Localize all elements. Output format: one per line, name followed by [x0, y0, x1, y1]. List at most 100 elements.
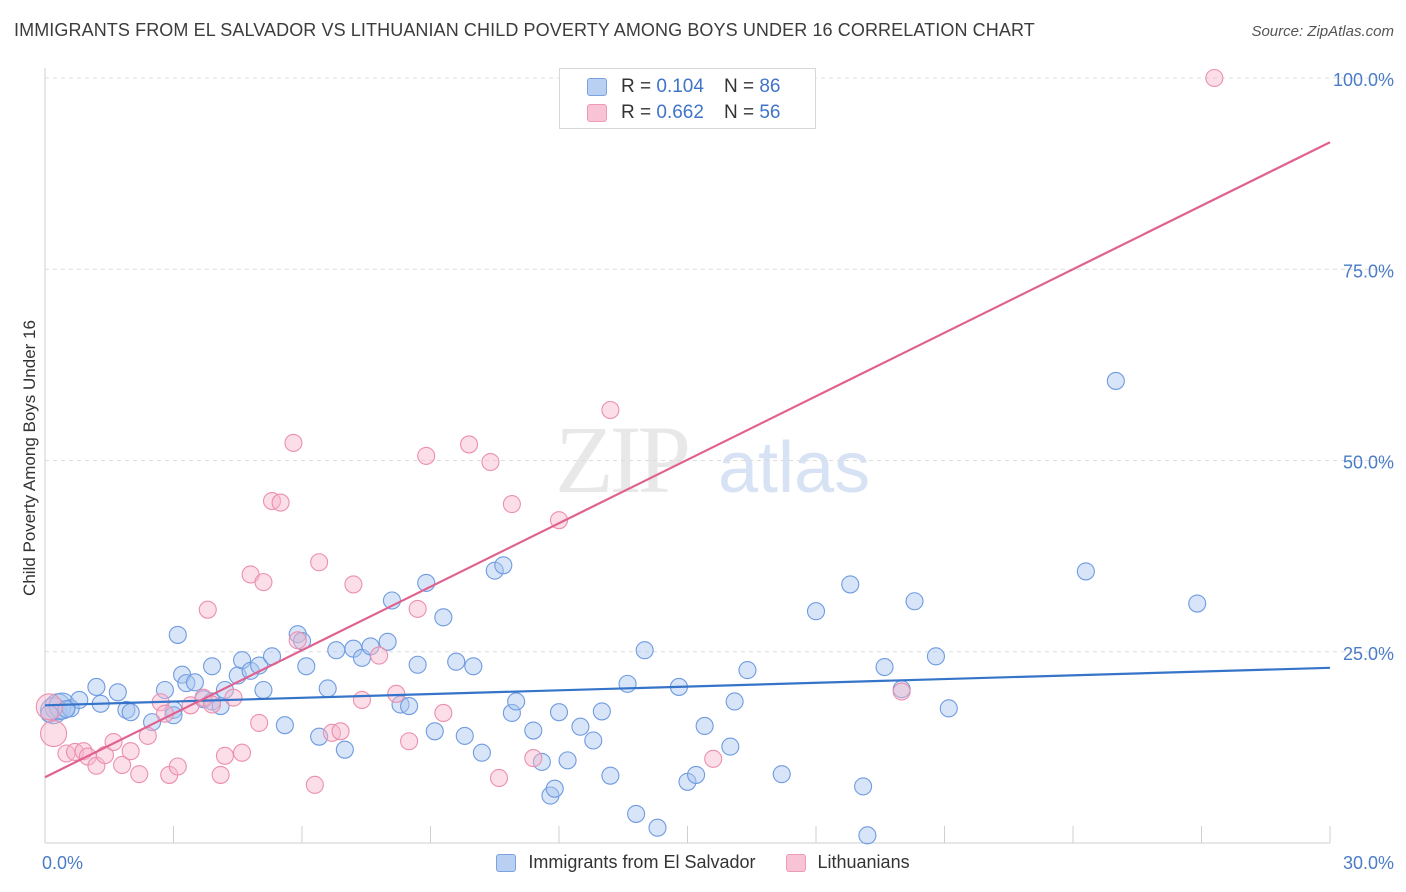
data-point	[335, 740, 354, 759]
legend-item-lithuanians: Lithuanians	[785, 852, 910, 873]
r-label: R =	[621, 102, 652, 123]
data-point	[434, 608, 453, 627]
data-point	[352, 690, 372, 709]
data-point	[558, 751, 577, 770]
data-point	[532, 752, 551, 771]
axes	[44, 68, 1331, 844]
data-point	[524, 749, 543, 768]
data-point	[1188, 594, 1207, 613]
data-point	[310, 553, 329, 572]
data-point	[627, 804, 646, 823]
data-point	[168, 757, 187, 776]
data-point	[104, 732, 123, 752]
trend-line	[44, 666, 1331, 707]
tick-labels: 25.0% 50.0% 75.0% 100.0% 0.0% 30.0%	[42, 70, 1394, 873]
data-point	[695, 716, 714, 736]
data-point	[472, 743, 491, 762]
data-point	[271, 493, 290, 512]
data-point	[584, 731, 603, 750]
data-point	[1076, 562, 1095, 581]
data-point	[601, 766, 620, 785]
data-point	[725, 692, 744, 711]
data-point	[232, 743, 252, 762]
data-point	[275, 716, 294, 735]
data-point	[400, 697, 419, 716]
data-point	[215, 746, 234, 765]
data-point	[485, 561, 504, 580]
r-label: R =	[621, 76, 652, 97]
data-point	[507, 692, 526, 711]
data-point	[130, 765, 149, 784]
legend-row-lithuanians: R = 0.662 N = 56	[560, 100, 780, 126]
data-point	[254, 680, 273, 700]
n-label: N =	[723, 102, 755, 123]
data-point	[926, 647, 945, 666]
y-tick-label: 75.0%	[1343, 261, 1394, 281]
legend-item-el-salvador: Immigrants from El Salvador	[496, 852, 756, 873]
y-tick-label: 50.0%	[1343, 453, 1394, 473]
x-tick-label: 0.0%	[42, 853, 83, 873]
data-point	[408, 655, 427, 674]
data-point	[687, 765, 706, 784]
data-point	[425, 722, 444, 741]
data-point	[892, 682, 911, 701]
data-point	[841, 575, 860, 594]
data-point	[549, 703, 569, 722]
n-value: 56	[759, 102, 781, 123]
data-point	[331, 722, 350, 741]
data-point	[1106, 371, 1125, 390]
data-point	[211, 765, 230, 784]
source-label: Source: ZipAtlas.com	[1251, 23, 1394, 40]
watermark: ZIP atlas	[555, 406, 870, 513]
n-value: 86	[759, 76, 781, 97]
data-point	[87, 677, 106, 696]
legend-swatch-blue	[496, 853, 517, 872]
data-point	[203, 657, 222, 676]
data-point	[297, 657, 316, 676]
r-value: 0.104	[656, 76, 704, 97]
data-point	[40, 720, 68, 748]
data-point	[35, 693, 63, 721]
data-point	[417, 446, 436, 465]
legend-row-el-salvador: R = 0.104 N = 86	[560, 74, 780, 100]
data-point	[1205, 68, 1224, 88]
data-point	[494, 556, 513, 575]
data-point	[108, 683, 127, 702]
data-point	[502, 703, 521, 723]
data-point	[400, 732, 419, 751]
chart-title: IMMIGRANTS FROM EL SALVADOR VS LITHUANIA…	[14, 20, 1035, 40]
data-point	[250, 713, 269, 732]
data-point	[524, 721, 543, 740]
series-legend: Immigrants from El Salvador Lithuanians	[0, 852, 1406, 873]
data-point	[121, 703, 140, 722]
y-tick-label: 100.0%	[1333, 70, 1394, 90]
data-point	[601, 400, 620, 420]
legend-label: Lithuanians	[817, 852, 910, 872]
data-point	[327, 641, 346, 660]
data-point	[939, 699, 958, 718]
data-point	[455, 726, 474, 745]
legend-label: Immigrants from El Salvador	[528, 852, 756, 872]
data-point	[198, 600, 217, 619]
data-point	[305, 775, 324, 794]
data-point	[875, 657, 894, 677]
data-point	[168, 625, 187, 644]
correlation-legend: R = 0.104 N = 86 R = 0.662 N = 56	[559, 68, 816, 129]
data-point	[121, 742, 140, 761]
x-tick-label: 30.0%	[1343, 853, 1394, 873]
data-point	[408, 599, 427, 618]
data-point	[721, 737, 740, 756]
data-point	[738, 661, 757, 680]
trend-lines	[44, 141, 1331, 779]
legend-swatch-pink	[587, 104, 607, 122]
data-point	[434, 703, 453, 723]
data-point	[648, 818, 667, 837]
data-point	[635, 641, 654, 660]
watermark-zip: ZIP	[555, 406, 688, 513]
data-point	[464, 657, 483, 676]
data-point	[592, 702, 611, 721]
data-point	[571, 717, 590, 736]
data-point	[545, 779, 564, 798]
data-point	[447, 652, 466, 671]
